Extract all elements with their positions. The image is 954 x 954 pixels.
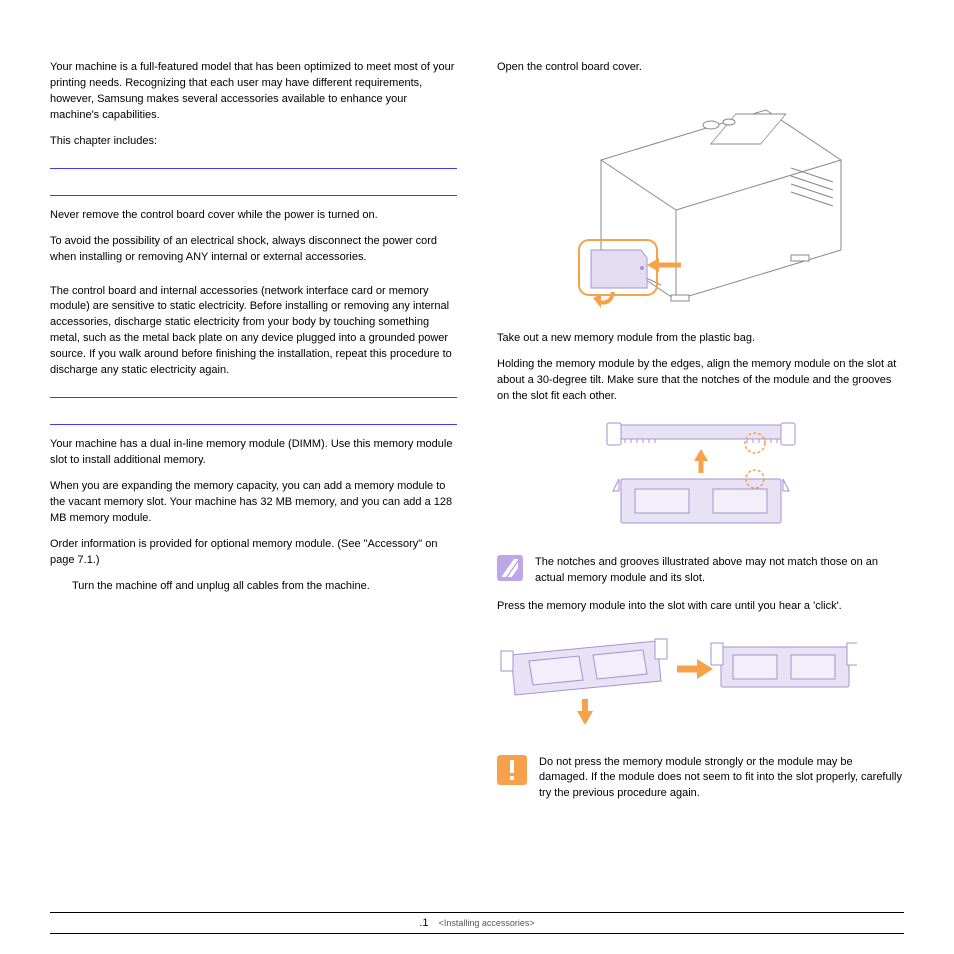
click-sequence-illustration bbox=[497, 629, 857, 724]
memory-2: When you are expanding the memory capaci… bbox=[50, 479, 457, 527]
note-icon bbox=[497, 555, 523, 581]
note-text: The notches and grooves illustrated abov… bbox=[535, 555, 904, 587]
figure-click-sequence bbox=[497, 629, 904, 727]
left-column: Your machine is a full-featured model th… bbox=[50, 60, 457, 814]
memory-1: Your machine has a dual in-line memory m… bbox=[50, 437, 457, 469]
note-row: The notches and grooves illustrated abov… bbox=[497, 555, 904, 587]
caution-row: Do not press the memory module strongly … bbox=[497, 755, 904, 803]
holding-text: Holding the memory module by the edges, … bbox=[497, 357, 904, 405]
press-text: Press the memory module into the slot wi… bbox=[497, 599, 904, 615]
open-cover-text: Open the control board cover. bbox=[497, 60, 904, 76]
figure-printer bbox=[497, 90, 904, 313]
memory-3: Order information is provided for option… bbox=[50, 537, 457, 569]
precaution-1: Never remove the control board cover whi… bbox=[50, 208, 457, 224]
heading-precautions bbox=[50, 168, 457, 196]
precaution-3: The control board and internal accessori… bbox=[50, 284, 457, 380]
figure-dimm-align bbox=[497, 419, 904, 537]
precaution-2: To avoid the possibility of an electrica… bbox=[50, 234, 457, 266]
section-label: <Installing accessories> bbox=[439, 918, 535, 928]
printer-illustration bbox=[541, 90, 861, 310]
caution-text: Do not press the memory module strongly … bbox=[539, 755, 904, 803]
page-footer: .1 <Installing accessories> bbox=[50, 912, 904, 934]
right-column: Open the control board cover. bbox=[497, 60, 904, 814]
chapter-includes: This chapter includes: bbox=[50, 134, 457, 150]
page-number: .1 bbox=[419, 917, 428, 929]
step-1: Turn the machine off and unplug all cabl… bbox=[72, 579, 457, 595]
intro-text: Your machine is a full-featured model th… bbox=[50, 60, 457, 124]
heading-memory bbox=[50, 397, 457, 425]
warning-icon bbox=[497, 755, 527, 785]
take-out-text: Take out a new memory module from the pl… bbox=[497, 331, 904, 347]
dimm-align-illustration bbox=[601, 419, 801, 534]
